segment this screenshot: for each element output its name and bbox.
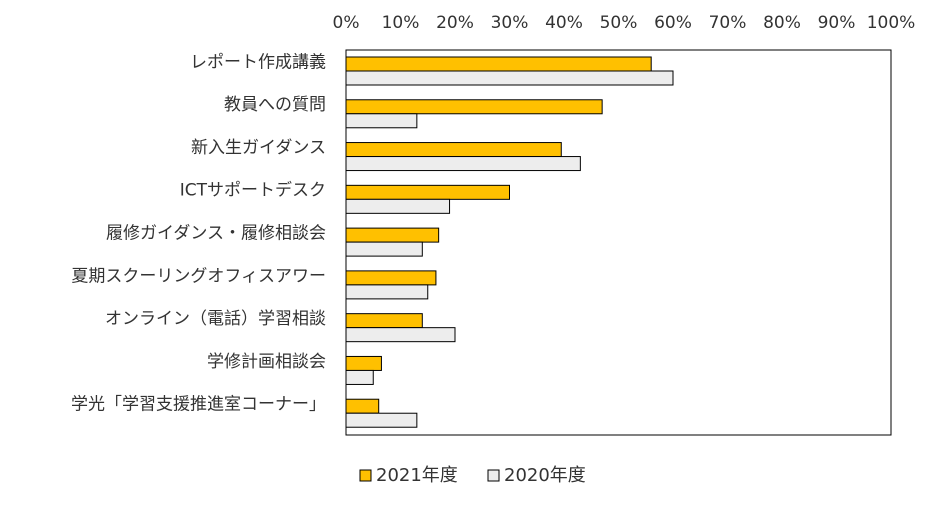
x-tick-label: 60% xyxy=(654,13,692,33)
x-tick-label: 40% xyxy=(545,13,583,33)
bar-series-2 xyxy=(345,113,418,129)
bar-series-2 xyxy=(345,369,374,385)
category-label: 学修計画相談会 xyxy=(207,352,326,372)
bar-series-1 xyxy=(345,313,423,329)
bar-series-2 xyxy=(345,156,581,172)
x-tick-label: 20% xyxy=(436,13,474,33)
bar-series-1 xyxy=(345,99,603,115)
category-label: 新入生ガイダンス xyxy=(191,138,326,158)
bar-series-1 xyxy=(345,355,382,371)
category-label: 学光「学習支援推進室コーナー」 xyxy=(71,395,326,415)
category-label: レポート作成講義 xyxy=(190,52,326,72)
bar-series-2 xyxy=(345,198,451,214)
bar-series-1 xyxy=(345,56,652,72)
bar-series-1 xyxy=(345,184,510,200)
legend-label: 2020年度 xyxy=(504,465,586,486)
category-label: 履修ガイダンス・履修相談会 xyxy=(106,224,326,244)
bar-series-2 xyxy=(345,327,456,343)
legend-swatch xyxy=(359,469,372,482)
bar-series-2 xyxy=(345,70,674,86)
bar-series-2 xyxy=(345,412,418,428)
category-label: オンライン（電話）学習相談 xyxy=(105,309,326,329)
x-tick-label: 0% xyxy=(333,13,360,33)
legend-swatch xyxy=(487,469,500,482)
x-tick-label: 100% xyxy=(867,13,916,33)
bar-series-1 xyxy=(345,142,562,158)
category-label: 夏期スクーリングオフィスアワー xyxy=(71,266,326,286)
x-tick-label: 10% xyxy=(382,13,420,33)
bar-series-1 xyxy=(345,398,380,414)
category-label: ICTサポートデスク xyxy=(180,180,326,201)
x-tick-label: 80% xyxy=(763,13,801,33)
x-tick-label: 90% xyxy=(818,13,856,33)
bar-series-1 xyxy=(345,270,437,286)
bar-series-1 xyxy=(345,227,440,243)
x-tick-label: 50% xyxy=(600,13,638,33)
category-label: 教員への質問 xyxy=(224,95,326,115)
legend-label: 2021年度 xyxy=(376,465,458,486)
x-tick-label: 70% xyxy=(709,13,747,33)
x-tick-label: 30% xyxy=(491,13,529,33)
bar-series-2 xyxy=(345,241,423,257)
bar-series-2 xyxy=(345,284,429,300)
